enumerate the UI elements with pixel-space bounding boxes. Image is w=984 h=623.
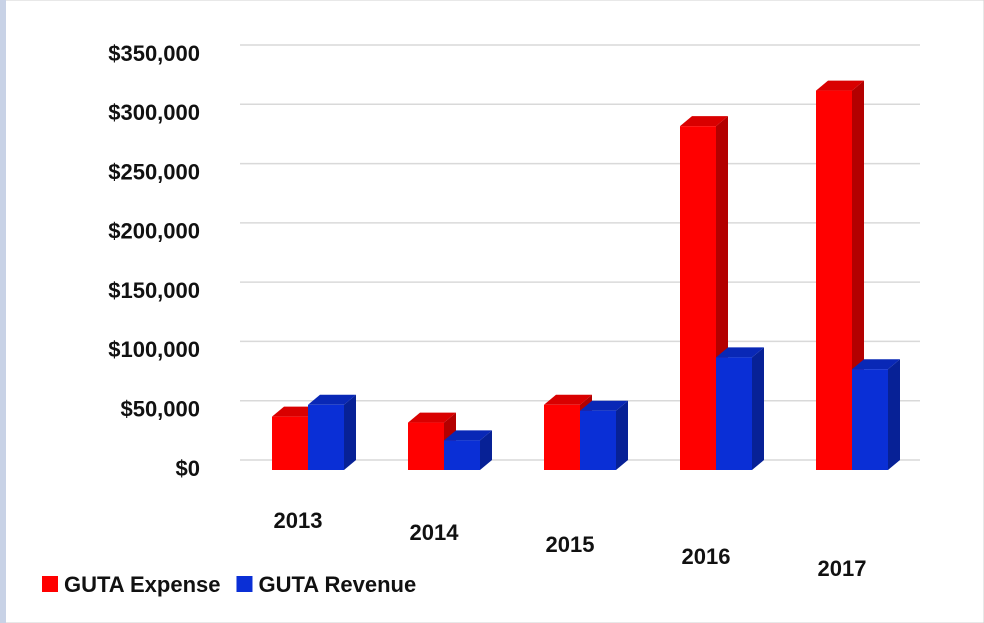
bar-front [408, 422, 444, 470]
legend-swatch [42, 576, 58, 592]
x-tick-label: 2014 [410, 520, 460, 545]
bar-side [752, 347, 764, 470]
bar-top [408, 412, 456, 423]
bar-front [444, 440, 480, 470]
bar-top [444, 430, 492, 441]
x-tick-label: 2015 [546, 532, 595, 557]
bar [580, 400, 628, 470]
bar-front [580, 410, 616, 470]
bar [308, 394, 356, 470]
bar-side [616, 400, 628, 470]
bar-front [816, 90, 852, 471]
bar-top [816, 80, 864, 91]
bar-top [580, 400, 628, 411]
bar-side [888, 359, 900, 470]
bar-top [852, 359, 900, 370]
bar-front [716, 357, 752, 470]
legend-label: GUTA Revenue [258, 572, 416, 597]
bar-front [852, 369, 888, 470]
bar-top [716, 347, 764, 358]
bar-side [480, 430, 492, 470]
bar-top [308, 394, 356, 405]
y-tick-label: $300,000 [108, 100, 200, 125]
y-tick-label: $50,000 [120, 397, 200, 422]
y-tick-label: $100,000 [108, 337, 200, 362]
x-tick-label: 2013 [274, 508, 323, 533]
y-tick-label: $0 [176, 456, 200, 481]
bar-side [344, 394, 356, 470]
bar [852, 359, 900, 470]
bar [716, 347, 764, 470]
x-tick-label: 2017 [818, 556, 867, 581]
y-tick-label: $350,000 [108, 41, 200, 66]
bar-top [680, 116, 728, 127]
bar-front [680, 126, 716, 471]
legend-label: GUTA Expense [64, 572, 220, 597]
bar [444, 430, 492, 470]
bar-front [308, 404, 344, 470]
y-tick-label: $200,000 [108, 219, 200, 244]
bar-top [544, 394, 592, 405]
x-tick-label: 2016 [682, 544, 731, 569]
y-tick-label: $150,000 [108, 278, 200, 303]
bar-front [544, 404, 580, 470]
bar-front [272, 416, 308, 470]
window-edge [0, 0, 6, 623]
y-tick-label: $250,000 [108, 159, 200, 184]
legend-swatch [236, 576, 253, 592]
